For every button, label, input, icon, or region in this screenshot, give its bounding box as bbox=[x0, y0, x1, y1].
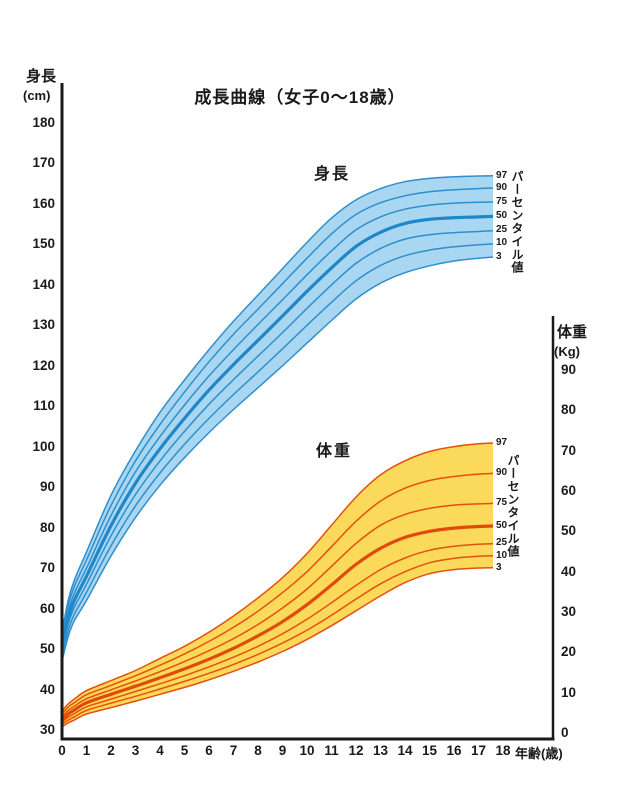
left-axis-tick-label: 80 bbox=[39, 519, 55, 535]
height-percentile-band bbox=[62, 175, 493, 662]
weight-curve-p97 bbox=[61, 442, 493, 712]
left-axis-unit: (cm) bbox=[23, 88, 51, 103]
x-axis-tick-label: 15 bbox=[421, 743, 438, 758]
weight-percentile-value-label: 25 bbox=[496, 537, 508, 549]
x-axis-tick-label: 10 bbox=[299, 743, 315, 758]
right-axis-tick-label: 70 bbox=[561, 442, 577, 458]
right-axis-tick-label: 30 bbox=[561, 604, 577, 619]
height-percentile-value-label: 50 bbox=[496, 210, 508, 222]
x-axis-tick-label: 18 bbox=[495, 743, 511, 758]
right-axis-tick-label: 10 bbox=[561, 684, 577, 700]
x-axis-tick-label: 11 bbox=[324, 743, 339, 758]
weight-curve-p90 bbox=[61, 472, 493, 715]
x-axis-tick-label: 4 bbox=[156, 743, 164, 758]
right-axis-tick-label: 60 bbox=[561, 483, 577, 498]
left-axis-tick-label: 30 bbox=[39, 722, 55, 737]
left-axis-tick-label: 50 bbox=[39, 641, 55, 657]
height-percentile-value-label: 97 bbox=[496, 169, 508, 181]
x-axis-tick-label: 16 bbox=[446, 743, 462, 758]
right-axis-tick-label: 90 bbox=[561, 362, 577, 377]
x-axis-tick-label: 13 bbox=[372, 743, 389, 758]
left-axis-tick-label: 90 bbox=[39, 479, 55, 495]
height-percentile-value-label: 10 bbox=[496, 237, 508, 249]
height-curve-p50 bbox=[60, 214, 493, 649]
weight-series-label: 体重 bbox=[316, 443, 353, 460]
height-percentile-axis-title: パーセンタイル値 bbox=[510, 170, 524, 274]
height-percentile-value-label: 90 bbox=[496, 181, 508, 193]
height-percentile-value-label: 25 bbox=[496, 224, 508, 236]
left-axis-tick-label: 160 bbox=[32, 195, 55, 211]
height-percentile-value-label: 75 bbox=[496, 195, 508, 207]
right-axis-tick-label: 40 bbox=[561, 563, 577, 579]
x-axis-tick-label: 0 bbox=[58, 743, 66, 758]
x-axis-tick-label: 6 bbox=[205, 743, 213, 758]
height-percentile-value-label: 3 bbox=[496, 250, 502, 262]
weight-percentile-value-label: 10 bbox=[496, 549, 508, 561]
right-axis-unit: (Kg) bbox=[554, 344, 580, 359]
height-curve-p10 bbox=[61, 243, 493, 658]
weight-percentile-axis-title: パーセンタイル値 bbox=[506, 454, 520, 558]
height-series-label: 身長 bbox=[314, 166, 351, 183]
x-axis-tick-label: 9 bbox=[278, 743, 287, 758]
weight-curve-p10 bbox=[61, 555, 493, 726]
left-axis-tick-label: 150 bbox=[32, 236, 55, 252]
weight-curve-p3 bbox=[61, 566, 493, 728]
left-axis-title: 身長 bbox=[26, 68, 57, 85]
weight-percentile-value-label: 90 bbox=[496, 466, 508, 478]
right-axis-title: 体重 bbox=[557, 324, 588, 341]
right-axis-tick-label: 20 bbox=[561, 644, 577, 660]
left-axis-tick-label: 180 bbox=[32, 115, 55, 130]
left-axis-tick-label: 140 bbox=[32, 276, 55, 292]
height-band-group bbox=[60, 175, 493, 662]
x-axis-tick-label: 3 bbox=[131, 743, 140, 758]
weight-band-group bbox=[60, 442, 493, 728]
x-axis-tick-label: 17 bbox=[470, 743, 487, 758]
left-axis-tick-label: 120 bbox=[32, 357, 55, 373]
right-axis-tick-label: 80 bbox=[561, 402, 577, 418]
x-axis-tick-label: 5 bbox=[180, 743, 189, 758]
height-curve-p90 bbox=[61, 187, 493, 638]
x-axis-unit-label: 年齢(歳) bbox=[515, 746, 563, 761]
weight-percentile-band bbox=[62, 442, 493, 727]
weight-percentile-value-label: 75 bbox=[496, 497, 508, 509]
x-axis-tick-label: 12 bbox=[348, 743, 364, 758]
left-axis-tick-label: 170 bbox=[32, 155, 55, 171]
left-axis-tick-label: 70 bbox=[39, 560, 55, 576]
chart-title: 成長曲線（女子0～18歳） bbox=[194, 88, 406, 107]
left-axis-tick-label: 100 bbox=[32, 438, 55, 454]
height-curve-p3 bbox=[61, 256, 493, 662]
height-curve-p75 bbox=[61, 201, 493, 643]
height-curve-p97 bbox=[61, 175, 493, 634]
weight-curve-p25 bbox=[61, 542, 493, 723]
left-axis-tick-label: 110 bbox=[33, 398, 55, 414]
x-axis-tick-label: 2 bbox=[107, 743, 115, 758]
right-axis-tick-label: 50 bbox=[561, 523, 577, 539]
left-axis-tick-label: 40 bbox=[39, 681, 55, 697]
weight-curve-p50 bbox=[60, 524, 493, 722]
weight-percentile-value-label: 97 bbox=[496, 436, 508, 448]
left-axis-tick-label: 60 bbox=[39, 600, 55, 616]
weight-percentile-value-label: 3 bbox=[496, 561, 502, 573]
x-axis-tick-label: 14 bbox=[397, 743, 413, 758]
right-axis-tick-label: 0 bbox=[561, 725, 569, 740]
weight-percentile-value-label: 50 bbox=[496, 519, 508, 531]
left-axis-tick-label: 130 bbox=[32, 317, 55, 333]
x-axis-tick-label: 8 bbox=[254, 743, 262, 758]
x-axis-tick-label: 7 bbox=[229, 743, 238, 758]
weight-curve-p75 bbox=[61, 502, 493, 718]
x-axis-tick-label: 1 bbox=[82, 743, 91, 758]
height-curve-p25 bbox=[61, 229, 493, 653]
